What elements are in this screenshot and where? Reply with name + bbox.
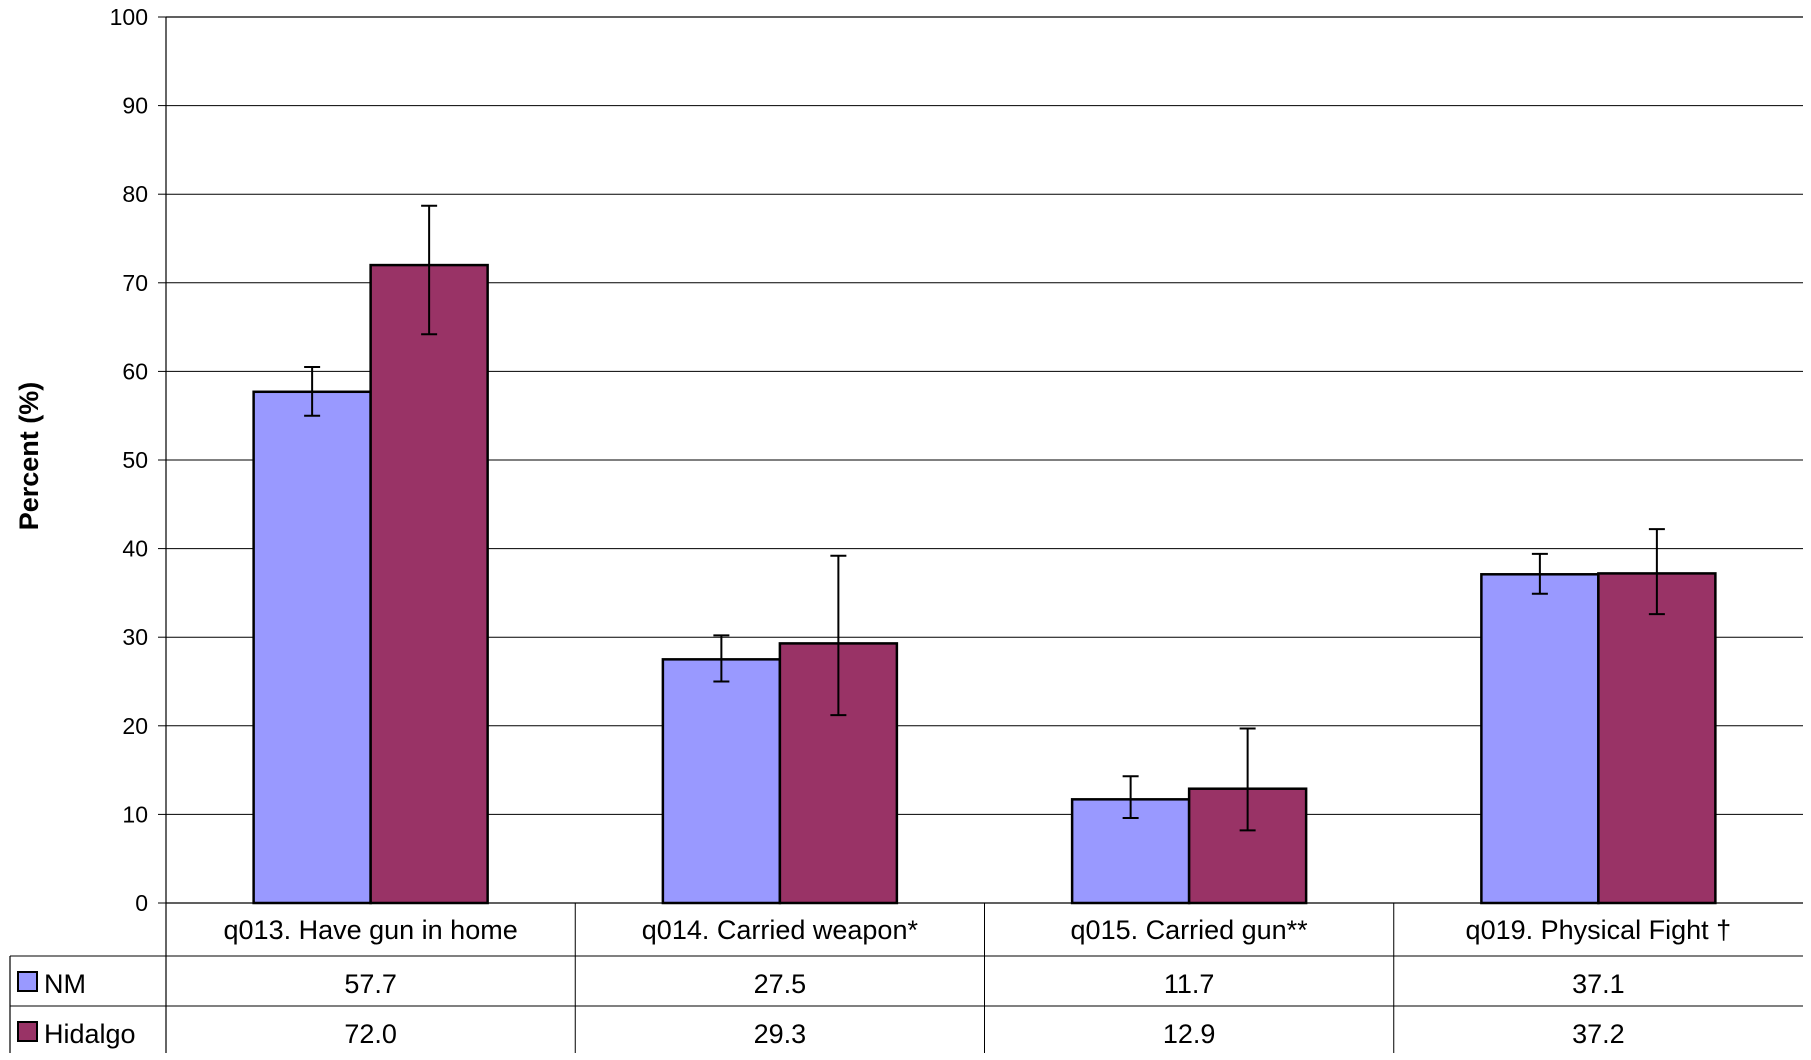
category-label: q013. Have gun in home (224, 915, 518, 945)
y-tick-label: 90 (122, 93, 148, 119)
data-table-value: 57.7 (344, 969, 397, 999)
legend-label-nm: NM (44, 969, 86, 999)
category-label: q019. Physical Fight † (1466, 915, 1732, 945)
y-tick-label: 10 (122, 801, 148, 827)
data-table-value: 37.2 (1572, 1019, 1625, 1049)
y-axis-label: Percent (%) (14, 382, 44, 531)
y-tick-label: 20 (122, 713, 148, 739)
data-table-value: 29.3 (754, 1019, 807, 1049)
category-label: q015. Carried gun** (1071, 915, 1309, 945)
bar-nm (252, 390, 372, 905)
legend-label-hidalgo: Hidalgo (44, 1019, 136, 1049)
y-tick-label: 70 (122, 270, 148, 296)
data-table-value: 11.7 (1164, 969, 1215, 999)
data-table-value: 12.9 (1163, 1019, 1216, 1049)
legend-key-hidalgo (17, 1021, 38, 1042)
category-label: q014. Carried weapon* (642, 915, 919, 945)
y-tick-label: 30 (122, 624, 148, 650)
data-table-value: 37.1 (1572, 969, 1625, 999)
y-tick-label: 100 (110, 4, 148, 30)
data-table-value: 72.0 (344, 1019, 397, 1049)
y-tick-label: 0 (135, 890, 148, 916)
legend-key-nm (17, 971, 38, 992)
bar-nm (1480, 573, 1600, 905)
data-table-value: 27.5 (754, 969, 807, 999)
y-tick-label: 50 (122, 447, 148, 473)
y-tick-label: 60 (122, 358, 148, 384)
bar-nm (661, 658, 782, 905)
bar-hidalgo (369, 263, 489, 905)
y-tick-label: 80 (122, 181, 148, 207)
y-tick-label: 40 (122, 536, 148, 562)
bar-hidalgo (1597, 572, 1717, 905)
